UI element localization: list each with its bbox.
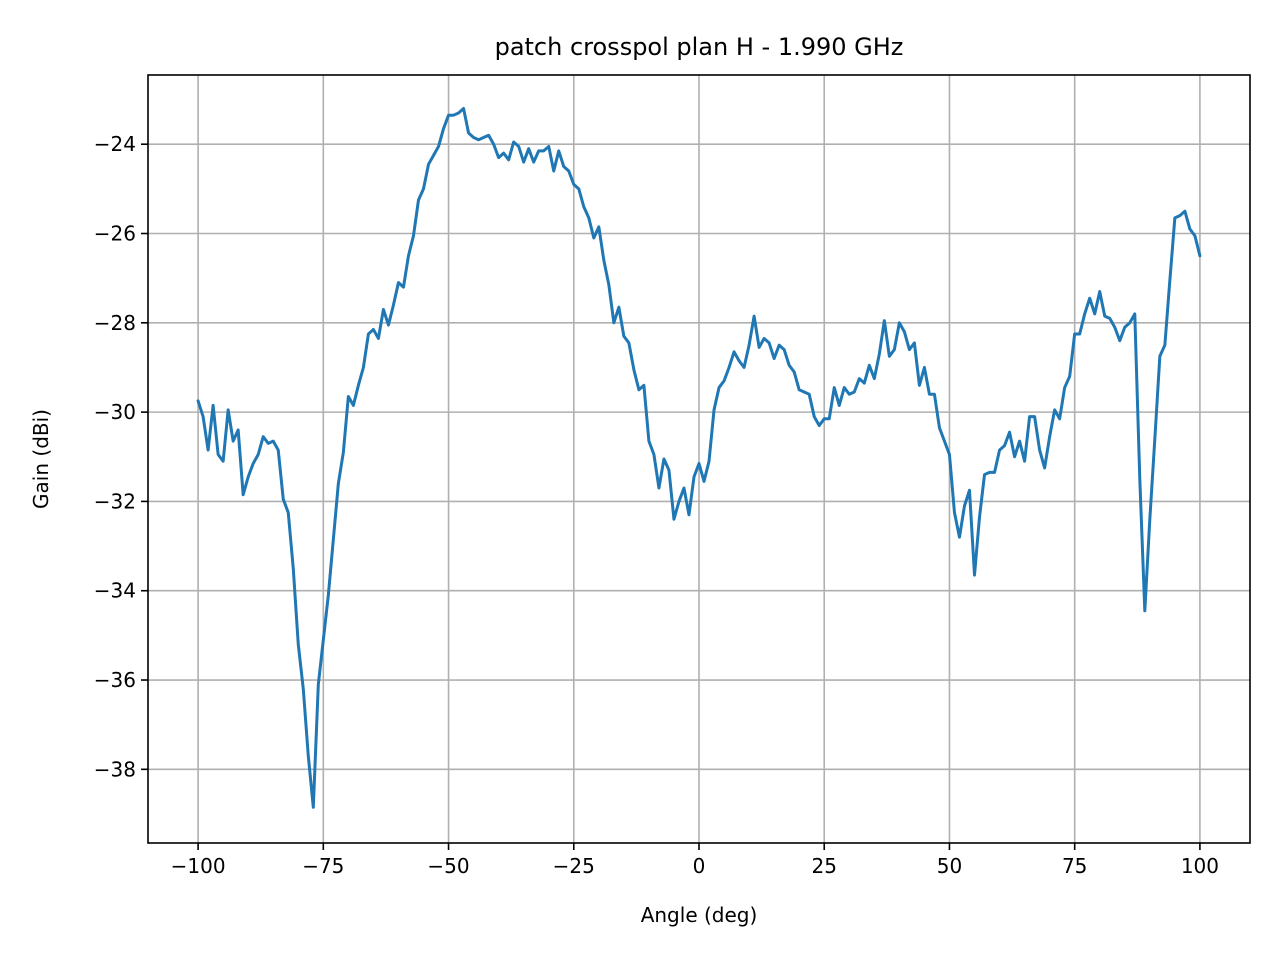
y-axis-label: Gain (dBi) (29, 409, 53, 509)
y-tick-label: −24 (94, 132, 136, 156)
x-axis-label: Angle (deg) (641, 903, 758, 927)
series-line (196, 106, 1202, 809)
x-tick-label: 25 (812, 854, 837, 878)
series-layer (196, 106, 1202, 809)
x-tick-label: 100 (1181, 854, 1219, 878)
grid (148, 75, 1250, 843)
x-tick-label: 0 (693, 854, 706, 878)
y-tick-label: −32 (94, 489, 136, 513)
y-tick-label: −34 (94, 579, 136, 603)
x-axis-ticks: −100 −75 −50 −25 0 25 50 75 100 (171, 843, 1219, 878)
x-tick-label: 75 (1062, 854, 1087, 878)
x-tick-label: 50 (937, 854, 962, 878)
x-tick-label: −50 (427, 854, 469, 878)
y-tick-label: −26 (94, 222, 136, 246)
chart-title: patch crosspol plan H - 1.990 GHz (495, 33, 904, 61)
y-tick-label: −36 (94, 668, 136, 692)
y-tick-label: −30 (94, 400, 136, 424)
x-tick-label: −100 (171, 854, 226, 878)
x-tick-label: −25 (553, 854, 595, 878)
y-tick-label: −38 (94, 757, 136, 781)
y-axis-ticks: −38 −36 −34 −32 −30 −28 −26 −24 (94, 132, 148, 781)
x-tick-label: −75 (302, 854, 344, 878)
y-tick-label: −28 (94, 311, 136, 335)
